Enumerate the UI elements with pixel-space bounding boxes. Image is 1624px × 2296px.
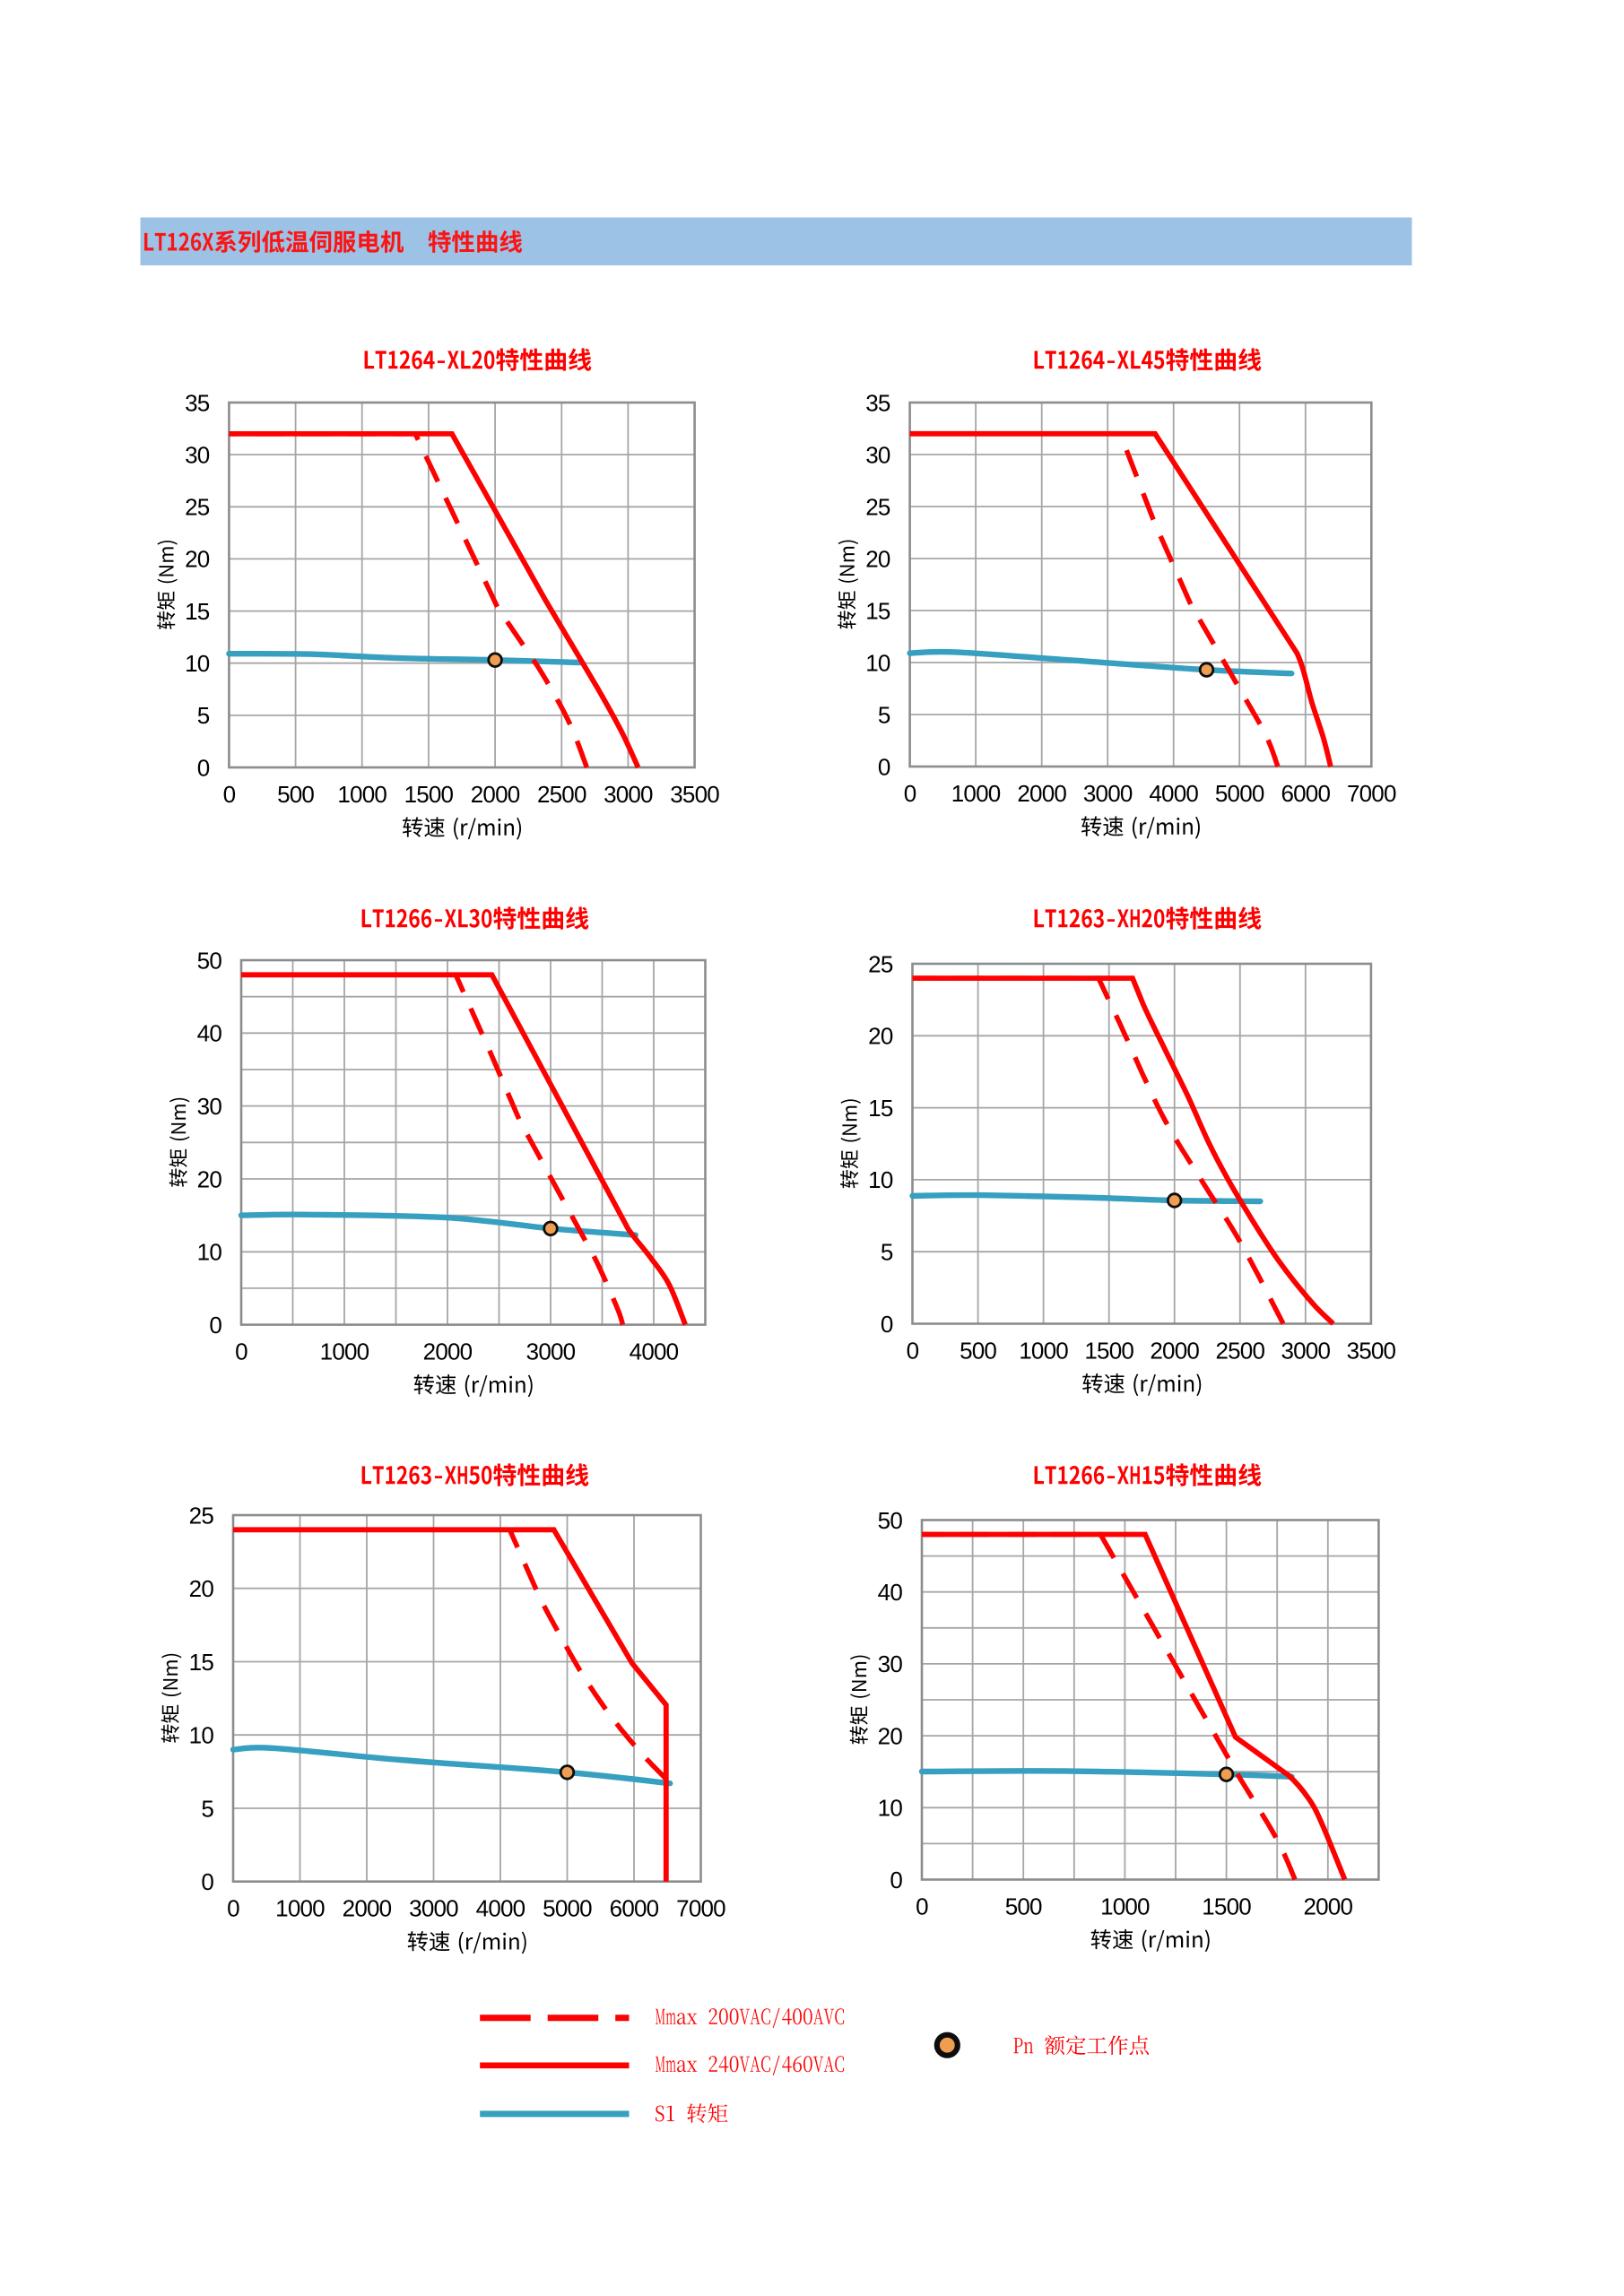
svg-text:500: 500 (1005, 1893, 1042, 1919)
svg-text:25: 25 (185, 494, 210, 521)
svg-text:7000: 7000 (676, 1895, 725, 1922)
svg-text:1500: 1500 (404, 781, 454, 808)
svg-text:0: 0 (201, 1868, 213, 1895)
svg-text:30: 30 (878, 1651, 903, 1677)
svg-text:1500: 1500 (1202, 1893, 1251, 1919)
svg-text:0: 0 (878, 753, 890, 780)
svg-text:15: 15 (185, 598, 210, 625)
svg-text:2000: 2000 (423, 1338, 473, 1365)
svg-text:25: 25 (189, 1502, 214, 1529)
svg-text:40: 40 (878, 1579, 903, 1606)
svg-text:0: 0 (209, 1312, 221, 1339)
svg-text:4000: 4000 (1149, 780, 1198, 807)
svg-text:0: 0 (907, 1337, 919, 1364)
svg-text:0: 0 (197, 754, 210, 781)
svg-text:1000: 1000 (951, 780, 1001, 807)
svg-text:6000: 6000 (1281, 780, 1330, 807)
svg-text:0: 0 (890, 1867, 902, 1893)
svg-text:30: 30 (197, 1093, 222, 1120)
svg-text:35: 35 (865, 389, 890, 416)
svg-text:3000: 3000 (1281, 1337, 1330, 1364)
svg-text:15: 15 (865, 597, 890, 624)
svg-text:0: 0 (235, 1338, 248, 1365)
svg-text:40: 40 (197, 1020, 222, 1047)
svg-text:2000: 2000 (343, 1895, 392, 1922)
svg-text:7000: 7000 (1347, 780, 1396, 807)
svg-text:4000: 4000 (630, 1338, 679, 1365)
svg-text:0: 0 (223, 781, 236, 808)
svg-text:20: 20 (865, 545, 890, 572)
svg-text:1000: 1000 (275, 1895, 325, 1922)
svg-text:1000: 1000 (1019, 1337, 1068, 1364)
svg-text:5: 5 (201, 1795, 213, 1822)
svg-text:3000: 3000 (409, 1895, 458, 1922)
svg-text:3000: 3000 (604, 781, 653, 808)
svg-text:20: 20 (878, 1722, 903, 1749)
svg-text:1500: 1500 (1084, 1337, 1133, 1364)
svg-text:50: 50 (197, 947, 222, 974)
svg-text:25: 25 (865, 493, 890, 520)
svg-text:10: 10 (185, 650, 210, 677)
svg-text:500: 500 (277, 781, 314, 808)
svg-text:5: 5 (878, 701, 890, 728)
svg-text:5: 5 (197, 702, 210, 729)
svg-text:10: 10 (868, 1166, 893, 1193)
svg-text:20: 20 (197, 1165, 222, 1192)
svg-text:6000: 6000 (610, 1895, 659, 1922)
svg-text:2500: 2500 (537, 781, 586, 808)
svg-text:3500: 3500 (670, 781, 719, 808)
svg-text:2000: 2000 (1150, 1337, 1199, 1364)
svg-text:15: 15 (189, 1649, 214, 1676)
svg-text:35: 35 (185, 389, 210, 416)
svg-text:3500: 3500 (1347, 1337, 1396, 1364)
svg-text:2000: 2000 (471, 781, 520, 808)
svg-text:20: 20 (185, 546, 210, 573)
svg-text:25: 25 (868, 950, 893, 977)
svg-text:1000: 1000 (320, 1338, 369, 1365)
svg-text:15: 15 (868, 1095, 893, 1122)
svg-text:5000: 5000 (543, 1895, 592, 1922)
svg-text:0: 0 (904, 780, 916, 807)
svg-text:2500: 2500 (1215, 1337, 1264, 1364)
svg-text:30: 30 (185, 441, 210, 468)
svg-text:50: 50 (878, 1507, 903, 1534)
svg-text:1000: 1000 (337, 781, 386, 808)
svg-text:20: 20 (868, 1023, 893, 1050)
svg-text:1000: 1000 (1100, 1893, 1150, 1919)
svg-text:5: 5 (881, 1239, 893, 1266)
svg-text:10: 10 (197, 1239, 222, 1266)
svg-text:2000: 2000 (1017, 780, 1066, 807)
svg-text:4000: 4000 (476, 1895, 525, 1922)
svg-text:0: 0 (881, 1311, 893, 1338)
svg-text:10: 10 (878, 1795, 903, 1822)
svg-text:10: 10 (189, 1722, 214, 1749)
svg-text:5000: 5000 (1215, 780, 1264, 807)
svg-text:10: 10 (865, 649, 890, 676)
svg-text:3000: 3000 (526, 1338, 576, 1365)
svg-text:500: 500 (960, 1337, 996, 1364)
svg-text:2000: 2000 (1303, 1893, 1352, 1919)
svg-text:30: 30 (865, 441, 890, 468)
svg-text:3000: 3000 (1083, 780, 1133, 807)
svg-text:0: 0 (916, 1893, 928, 1919)
svg-text:0: 0 (227, 1895, 239, 1922)
svg-text:20: 20 (189, 1575, 214, 1602)
